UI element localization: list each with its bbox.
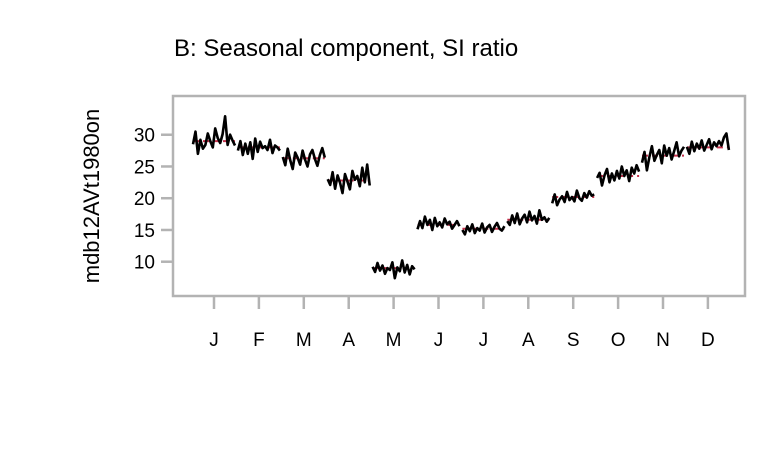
y-tick-label: 10 xyxy=(134,253,155,274)
y-tick-label: 25 xyxy=(134,157,155,178)
x-tick-label: M xyxy=(386,330,402,351)
si-ratio-line xyxy=(640,141,686,172)
x-tick-label: A xyxy=(522,330,535,351)
x-tick-label: O xyxy=(611,330,626,351)
si-ratio-line xyxy=(191,115,237,156)
y-axis-label: mdb12AVt1980on xyxy=(79,109,104,284)
chart-title: B: Seasonal component, SI ratio xyxy=(174,35,518,62)
si-ratio-line xyxy=(326,163,371,195)
x-tick-label: D xyxy=(701,330,715,351)
x-tick-label: A xyxy=(342,330,355,351)
x-tick-label: J xyxy=(479,330,489,351)
si-ratio-line xyxy=(685,132,731,156)
plot-frame xyxy=(171,94,747,298)
si-ratio-line xyxy=(371,259,416,280)
x-tick-label: S xyxy=(567,330,580,351)
y-tick-label: 15 xyxy=(134,221,155,242)
si-ratio-line xyxy=(595,163,641,187)
x-tick-label: J xyxy=(434,330,444,351)
si-ratio-line xyxy=(236,137,281,161)
si-ratio-line xyxy=(281,146,327,171)
si-ratio-series xyxy=(191,115,731,280)
x-tick-label: M xyxy=(296,330,312,351)
y-tick-label: 20 xyxy=(134,189,155,210)
si-ratio-line xyxy=(416,215,461,232)
y-tick-label: 30 xyxy=(134,126,155,147)
x-tick-label: J xyxy=(209,330,219,351)
x-tick-label: F xyxy=(253,330,265,351)
si-ratio-line xyxy=(550,189,595,207)
x-tick-label: N xyxy=(656,330,670,351)
si-ratio-line xyxy=(506,209,551,227)
y-axis: 10 15 20 25 30 xyxy=(134,126,173,274)
si-ratio-line xyxy=(461,221,506,236)
